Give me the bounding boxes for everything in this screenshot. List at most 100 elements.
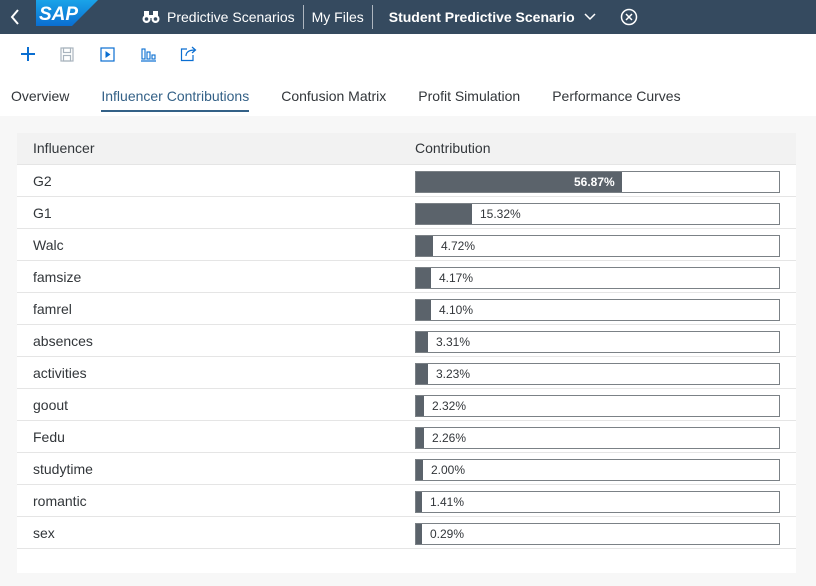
- contribution-bar-fill: [416, 236, 433, 256]
- influencer-name: romantic: [33, 492, 87, 509]
- toolbar: [0, 34, 816, 74]
- shell-separator: [371, 5, 373, 29]
- contribution-value: 4.17%: [439, 271, 474, 285]
- contribution-bar: 3.31%: [415, 331, 780, 353]
- contribution-value: 3.23%: [436, 367, 471, 381]
- contribution-bar-fill: [416, 460, 423, 480]
- run-icon: [100, 46, 115, 62]
- table-row[interactable]: romantic 1.41%: [17, 485, 796, 517]
- settings-button[interactable]: [138, 37, 178, 71]
- tab-bar: Overview Influencer Contributions Confus…: [0, 74, 816, 116]
- contribution-bar: 1.41%: [415, 491, 780, 513]
- column-header-influencer[interactable]: Influencer: [33, 140, 95, 156]
- contribution-bar: 2.00%: [415, 459, 780, 481]
- contribution-bar-fill: [416, 396, 424, 416]
- scenario-title: Student Predictive Scenario: [388, 9, 575, 25]
- contribution-bar: 3.23%: [415, 363, 780, 385]
- tab-performance-curves[interactable]: Performance Curves: [552, 88, 681, 104]
- influencer-name: sex: [33, 524, 55, 541]
- contribution-value: 1.41%: [430, 495, 465, 509]
- shell-separator: [302, 5, 304, 29]
- contribution-bar: 2.26%: [415, 427, 780, 449]
- contribution-value: 4.72%: [441, 239, 476, 253]
- sap-logo[interactable]: SAP: [36, 0, 106, 34]
- contribution-bar: 2.32%: [415, 395, 780, 417]
- influencer-name: Walc: [33, 236, 64, 253]
- contribution-value: 3.31%: [436, 335, 471, 349]
- contribution-bar-fill: [416, 300, 431, 320]
- settings-icon: [141, 47, 156, 62]
- contribution-bar: 56.87%: [415, 171, 780, 193]
- contribution-value: 15.32%: [480, 207, 521, 221]
- shell-bar: SAP Predictive Scenarios My Files Studen…: [0, 0, 816, 34]
- add-button[interactable]: [18, 37, 58, 71]
- export-icon: [180, 46, 197, 62]
- influencer-name: G2: [33, 172, 52, 189]
- table-row[interactable]: G1 15.32%: [17, 197, 796, 229]
- nav-my-files-label: My Files: [311, 9, 364, 25]
- influencer-name: absences: [33, 332, 93, 349]
- nav-my-files[interactable]: My Files: [304, 0, 372, 34]
- contribution-value: 2.32%: [432, 399, 467, 413]
- contribution-bar-fill: [416, 172, 622, 192]
- table-row[interactable]: famsize 4.17%: [17, 261, 796, 293]
- contribution-value: 4.10%: [439, 303, 474, 317]
- influencer-name: activities: [33, 364, 87, 381]
- influencer-name: goout: [33, 396, 69, 413]
- contribution-bar: 15.32%: [415, 203, 780, 225]
- tab-profit-simulation[interactable]: Profit Simulation: [418, 88, 521, 104]
- tab-influencer-contributions[interactable]: Influencer Contributions: [101, 74, 249, 114]
- contribution-bar-fill: [416, 492, 422, 512]
- table-row[interactable]: G2 56.87%: [17, 165, 796, 197]
- content-area: Influencer Contribution G2 56.87% G1 15.32%…: [0, 116, 816, 586]
- contribution-bar: 0.29%: [415, 523, 780, 545]
- influencer-name: G1: [33, 204, 52, 221]
- contribution-value: 2.26%: [432, 431, 467, 445]
- table-row[interactable]: goout 2.32%: [17, 389, 796, 421]
- run-button[interactable]: [98, 37, 138, 71]
- contribution-bar: 4.17%: [415, 267, 780, 289]
- table-row[interactable]: Walc 4.72%: [17, 229, 796, 261]
- column-header-contribution[interactable]: Contribution: [415, 140, 491, 156]
- table-row[interactable]: studytime 2.00%: [17, 453, 796, 485]
- close-scenario-button[interactable]: [604, 0, 646, 34]
- contribution-value: 0.29%: [430, 527, 465, 541]
- scenario-title-menu[interactable]: Student Predictive Scenario: [373, 0, 604, 34]
- table-row[interactable]: absences 3.31%: [17, 325, 796, 357]
- contribution-bar-fill: [416, 524, 422, 544]
- binoculars-icon: [142, 11, 160, 23]
- nav-predictive-scenarios[interactable]: Predictive Scenarios: [106, 0, 303, 34]
- influencer-name: Fedu: [33, 428, 65, 445]
- table-row[interactable]: Fedu 2.26%: [17, 421, 796, 453]
- export-button[interactable]: [178, 37, 218, 71]
- save-icon: [60, 46, 74, 62]
- contribution-bar-fill: [416, 364, 428, 384]
- table-body: G2 56.87% G1 15.32% Walc 4.72% famsize 4.17% fam…: [17, 165, 796, 549]
- contribution-bar: 4.10%: [415, 299, 780, 321]
- table-row[interactable]: activities 3.23%: [17, 357, 796, 389]
- chevron-left-icon: [10, 9, 19, 25]
- table-row[interactable]: famrel 4.10%: [17, 293, 796, 325]
- influencer-name: famrel: [33, 300, 72, 317]
- influencer-name: famsize: [33, 268, 82, 285]
- contribution-value: 56.87%: [574, 175, 615, 189]
- contribution-bar-fill: [416, 268, 431, 288]
- sap-logo-shape: SAP: [36, 0, 98, 26]
- contribution-bar-fill: [416, 332, 428, 352]
- contribution-bar: 4.72%: [415, 235, 780, 257]
- table-row[interactable]: sex 0.29%: [17, 517, 796, 549]
- tab-confusion-matrix[interactable]: Confusion Matrix: [281, 88, 387, 104]
- contribution-bar-fill: [416, 204, 472, 224]
- back-button[interactable]: [0, 0, 30, 34]
- close-circle-icon: [620, 8, 637, 26]
- chevron-down-icon: [584, 13, 596, 21]
- tab-overview[interactable]: Overview: [11, 88, 70, 104]
- nav-predictive-scenarios-label: Predictive Scenarios: [167, 9, 295, 25]
- contribution-bar-fill: [416, 428, 424, 448]
- sap-logo-text: SAP: [39, 4, 78, 25]
- save-button[interactable]: [58, 37, 98, 71]
- table-header: Influencer Contribution: [17, 133, 796, 165]
- influencer-table: Influencer Contribution G2 56.87% G1 15.32%…: [17, 133, 796, 573]
- add-icon: [21, 47, 35, 61]
- contribution-value: 2.00%: [431, 463, 466, 477]
